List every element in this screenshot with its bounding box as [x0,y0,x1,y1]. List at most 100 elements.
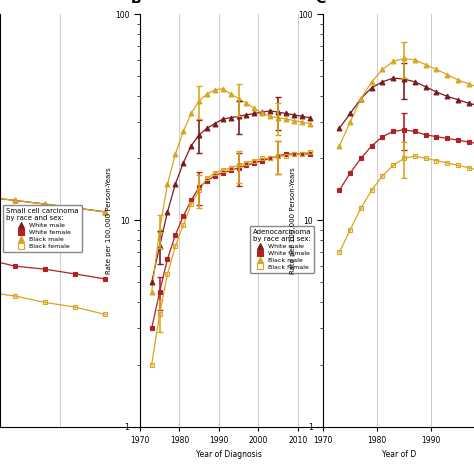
Black female [42,300,48,305]
White male [283,110,289,116]
Black female [412,153,418,159]
White male [42,201,48,207]
White male [12,198,18,203]
White male [466,100,472,106]
White female [434,134,439,139]
Black female [401,155,407,161]
Black female [149,362,155,367]
White male [188,143,194,149]
White male [434,89,439,95]
White female [188,198,194,203]
Line: Black female: Black female [337,154,474,255]
Line: White female: White female [0,210,108,282]
Line: Black male: Black male [0,144,108,214]
White male [444,93,450,99]
White male [412,79,418,85]
White male [358,96,364,101]
White male [347,110,353,116]
Legend: White male, White female, Black male, Black female: White male, White female, Black male, Bl… [250,226,314,273]
White female [220,170,226,176]
White male [275,109,281,115]
White male [181,160,186,166]
White male [337,125,342,131]
White male [252,110,257,116]
White male [173,181,178,187]
White male [102,209,108,215]
Black male [412,57,418,63]
Black female [157,311,163,317]
White female [299,151,305,157]
White male [212,121,218,127]
Black male [391,59,396,64]
Legend: White male, White female, Black male, Black female: White male, White female, Black male, Bl… [3,205,82,252]
X-axis label: Year of Diagnosis: Year of Diagnosis [196,450,262,459]
Black female [358,205,364,211]
Black male [347,119,353,125]
Black male [283,116,289,122]
White male [244,112,249,118]
Black male [252,105,257,111]
White female [283,151,289,157]
Line: White male: White male [337,76,474,131]
White female [401,127,407,133]
White female [72,271,78,277]
Black male [380,66,385,72]
White female [291,151,297,157]
Black female [267,155,273,161]
White male [236,113,241,119]
Black male [157,227,163,233]
Black male [466,81,472,87]
Black male [12,198,18,203]
Line: Black female: Black female [0,233,108,317]
White female [444,136,450,141]
Black female [204,175,210,181]
Black male [212,87,218,92]
Black female [102,311,108,317]
White male [455,97,461,102]
White female [267,155,273,161]
White female [244,163,249,168]
Black female [252,158,257,164]
Black female [164,271,170,277]
Black female [275,153,281,159]
White female [149,325,155,331]
White male [157,243,163,249]
Black female [12,293,18,299]
Black male [244,100,249,106]
White female [252,160,257,166]
White male [149,280,155,285]
White female [212,173,218,178]
Line: Black male: Black male [337,56,474,148]
Black female [220,167,226,173]
White female [12,264,18,269]
White male [401,76,407,82]
Black female [299,151,305,157]
White male [228,115,234,120]
Black female [244,160,249,166]
White female [391,128,396,134]
Black male [188,110,194,116]
Text: C: C [316,0,326,6]
Black female [173,243,178,249]
White female [412,128,418,134]
Black female [283,153,289,159]
White male [299,113,305,119]
Black female [434,158,439,164]
Black male [299,119,305,125]
Black male [102,209,108,215]
Black male [444,72,450,77]
Black female [228,165,234,171]
Line: Black female: Black female [149,149,312,367]
Black male [204,91,210,97]
Black female [212,170,218,176]
Text: B: B [131,0,142,6]
Black female [236,163,241,168]
Black male [164,181,170,187]
White male [164,209,170,215]
Black male [455,77,461,83]
White female [337,187,342,193]
Black male [358,96,364,101]
White female [347,170,353,176]
White female [228,167,234,173]
Black female [259,155,265,161]
